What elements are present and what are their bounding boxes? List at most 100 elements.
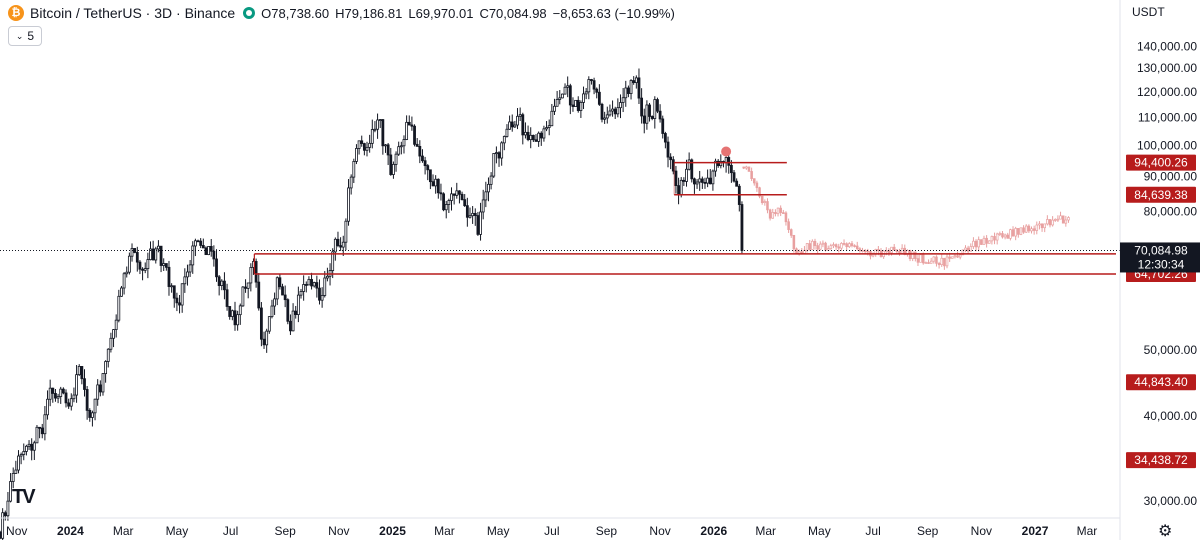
candle-body [735, 180, 739, 187]
candle-body [183, 276, 187, 285]
candle-body [410, 124, 414, 127]
candle-body [61, 388, 65, 394]
ohlc-low: L69,970.01 [408, 5, 474, 21]
candle-body [693, 178, 696, 185]
projection-candle [919, 254, 922, 263]
candle-body [415, 143, 419, 147]
candle-body [584, 91, 588, 95]
x-tick-label: Nov [328, 524, 349, 538]
candle-body [117, 295, 121, 321]
candle-body [500, 142, 504, 159]
candle-body [25, 445, 28, 452]
candle-body [547, 125, 551, 128]
candle-body [175, 297, 179, 304]
projection-candle [1059, 215, 1062, 220]
projection-candle [985, 237, 988, 244]
candle-body [38, 426, 42, 429]
candle-body [402, 139, 406, 147]
candle-body [452, 193, 456, 196]
x-tick-label: Jul [544, 524, 559, 538]
candle-body [650, 116, 654, 119]
projection-candle [966, 247, 970, 252]
projection-candle [829, 245, 833, 250]
candle-body [6, 500, 10, 517]
settings-gear-icon[interactable]: ⚙ [1158, 523, 1173, 540]
candle-body [603, 117, 607, 120]
candle-body [238, 305, 242, 316]
candle-body [360, 140, 364, 144]
candle-body [257, 281, 261, 309]
projection-candle [1009, 229, 1012, 239]
candle-body [663, 133, 667, 143]
candle-body [550, 110, 554, 127]
candle-body [421, 155, 424, 162]
candle-body [399, 145, 403, 148]
candle-body [711, 170, 715, 185]
indicator-count: 5 [27, 29, 35, 43]
candle-body [146, 259, 150, 269]
candle-body [291, 310, 295, 332]
projection-candle [1017, 228, 1020, 235]
candle-body [576, 99, 580, 111]
ohlc-open: O78,738.60 [261, 5, 330, 21]
candle-body [616, 107, 620, 115]
projection-candle [771, 212, 775, 219]
candle-body [539, 132, 543, 139]
candle-body [597, 91, 601, 105]
projection-candle [824, 242, 827, 251]
currency-selector[interactable]: USDT [1132, 5, 1165, 19]
candle-body [278, 277, 282, 288]
candle-body [724, 157, 728, 163]
candle-body [98, 384, 102, 393]
candle-body [230, 310, 234, 317]
candle-body [209, 246, 213, 252]
candle-body [159, 245, 163, 266]
candle-body [14, 469, 18, 474]
candle-body [56, 396, 60, 399]
projection-candle [1014, 228, 1017, 237]
candle-body [687, 159, 691, 170]
projection-candle [745, 166, 748, 169]
candle-body [627, 87, 630, 94]
candle-body [178, 302, 181, 306]
projection-candle [948, 256, 951, 259]
projection-candle [747, 166, 751, 172]
projection-candle [1064, 219, 1068, 224]
candle-body [534, 139, 538, 142]
candle-body [434, 178, 438, 187]
candle-body [172, 285, 176, 299]
candle-body [481, 199, 485, 213]
candle-body [674, 170, 678, 186]
projection-candle [1011, 229, 1015, 237]
projection-candle [1056, 218, 1060, 221]
candle-body [489, 175, 493, 185]
indicator-toggle-button[interactable]: ⌄ 5 [8, 26, 42, 46]
candle-body [613, 108, 617, 115]
candle-body [502, 136, 506, 144]
y-tick-label: 140,000.00 [1137, 39, 1197, 53]
symbol-title[interactable]: Bitcoin / TetherUS · 3D · Binance [30, 5, 236, 21]
candle-body [48, 387, 52, 400]
candle-body [262, 338, 266, 346]
projection-candle [1027, 225, 1031, 232]
candle-body [531, 134, 535, 141]
y-tick-label: 110,000.00 [1138, 110, 1197, 124]
candle-body [199, 240, 203, 246]
candle-body [648, 104, 651, 117]
candle-body [645, 104, 649, 124]
y-tick-label: 100,000.00 [1137, 139, 1197, 153]
candle-body [397, 146, 401, 155]
candle-body [75, 374, 78, 396]
projection-candle [834, 244, 838, 248]
last-price-label: 70,084.98 [1134, 243, 1188, 257]
candle-body [336, 238, 340, 246]
candle-body [679, 179, 683, 195]
candle-body [267, 316, 271, 332]
candle-body [157, 245, 160, 250]
candle-body [93, 398, 97, 414]
projection-candle [951, 256, 954, 259]
candle-body [516, 115, 519, 126]
candle-body [180, 283, 184, 306]
